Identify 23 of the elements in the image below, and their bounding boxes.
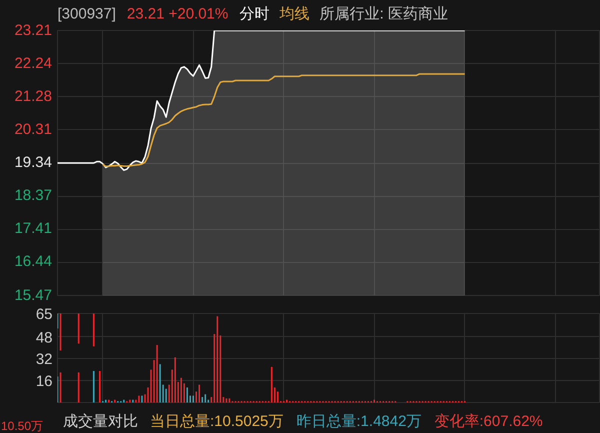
y-tick-label: 16	[36, 373, 53, 390]
y-tick-label: 65	[36, 306, 53, 323]
text: 成交量对比	[63, 412, 138, 430]
y-tick-label: 15.47	[14, 286, 52, 304]
y-tick-label: 19.34	[14, 153, 52, 172]
text: 变化率:607.62%	[434, 412, 543, 430]
text: 所属行业: 医药商业	[320, 6, 448, 22]
y-tick-label: 16.44	[14, 252, 52, 272]
text: 10.50万	[1, 418, 44, 433]
chart-subtitle: 23.21 +20.01%	[126, 6, 228, 22]
y-tick-label: 48	[36, 329, 53, 346]
y-tick-label: 18.37	[14, 186, 52, 206]
y-tick-label: 23.21	[14, 20, 52, 40]
y-tick-label: 22.24	[14, 54, 52, 73]
text: 当日总量:10.5025万	[150, 412, 284, 430]
y-tick-label: 20.31	[14, 120, 52, 139]
series-label: 分时	[240, 6, 270, 22]
text: 昨日总量:1.4842万	[296, 412, 422, 430]
y-tick-label: 21.28	[14, 86, 52, 106]
y-tick-label: 32	[36, 351, 53, 368]
chart-title: [300937]	[58, 6, 116, 22]
text: 均线	[278, 6, 310, 22]
y-tick-label: 17.41	[14, 219, 52, 238]
